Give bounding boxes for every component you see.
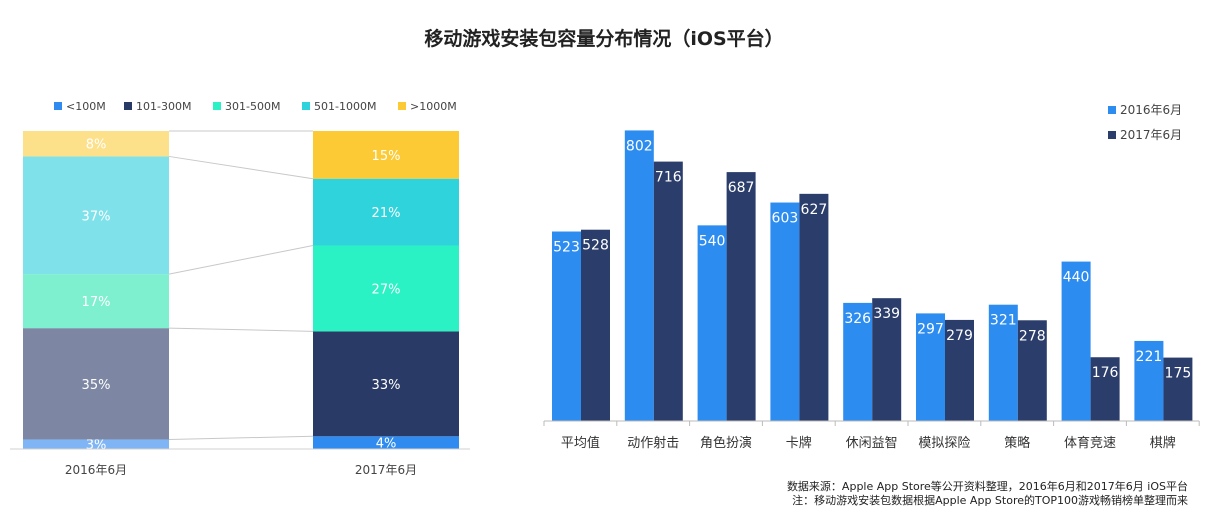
- stacked-bar-segment: [23, 156, 169, 275]
- legend-swatch: [124, 102, 132, 110]
- bar: [653, 161, 683, 421]
- legend-swatch: [1108, 131, 1116, 139]
- bar: [1134, 340, 1164, 421]
- x-tick-label: 平均值: [561, 435, 600, 451]
- segment-label: 33%: [372, 378, 401, 393]
- bar: [872, 298, 902, 421]
- x-tick-label: 角色扮演: [700, 435, 752, 451]
- bar-value-label: 627: [801, 202, 828, 218]
- stacked-bar-segment: [313, 245, 459, 332]
- legend-swatch: [213, 102, 221, 110]
- bar: [552, 231, 581, 421]
- bar-value-label: 540: [699, 233, 726, 249]
- bar: [726, 172, 756, 421]
- connector-line: [168, 435, 314, 440]
- bar: [697, 225, 727, 421]
- bar-value-label: 716: [655, 170, 682, 186]
- page-title: 移动游戏安装包容量分布情况（iOS平台）: [424, 28, 784, 50]
- bar-value-label: 321: [990, 313, 1017, 329]
- bar-value-label: 687: [728, 180, 755, 196]
- bar-value-label: 603: [772, 211, 799, 227]
- stacked-bar-segment: [23, 274, 169, 329]
- stacked-bar-segment: [23, 328, 169, 440]
- x-tick-label: 动作射击: [627, 435, 679, 451]
- bar: [945, 319, 974, 421]
- segment-label: 8%: [86, 138, 107, 153]
- legend-label: 301-500M: [225, 100, 280, 113]
- segment-label: 37%: [82, 209, 111, 224]
- x-tick-label: 策略: [1004, 435, 1030, 451]
- stacked-bar-segment: [313, 131, 459, 179]
- bar-value-label: 176: [1092, 365, 1119, 381]
- bar-value-label: 523: [553, 240, 580, 256]
- connector-line: [168, 327, 314, 332]
- bar: [916, 313, 945, 421]
- bar-value-label: 221: [1136, 349, 1163, 365]
- data-note: 注：移动游戏安装包数据根据Apple App Store的TOP100游戏畅销榜…: [792, 494, 1188, 507]
- bar-value-label: 326: [844, 311, 871, 327]
- x-tick-label: 卡牌: [786, 435, 812, 451]
- legend-label: >1000M: [410, 100, 457, 113]
- bar: [770, 202, 800, 421]
- legend-label: 2016年6月: [1120, 103, 1182, 117]
- stacked-bar-segment: [23, 439, 169, 449]
- bar-value-label: 440: [1063, 270, 1090, 286]
- bar-value-label: 278: [1019, 328, 1046, 344]
- segment-label: 3%: [86, 438, 107, 453]
- bar: [843, 302, 873, 421]
- x-tick-label: 2016年6月: [65, 463, 127, 477]
- x-tick-label: 休闲益智: [846, 436, 898, 451]
- segment-label: 27%: [372, 282, 401, 297]
- stacked-bar-segment: [23, 131, 169, 157]
- segment-label: 35%: [82, 378, 111, 393]
- bar: [1061, 261, 1091, 421]
- x-tick-label: 棋牌: [1150, 435, 1176, 451]
- bar: [1090, 357, 1120, 421]
- segment-label: 4%: [376, 437, 397, 452]
- bar: [1017, 320, 1047, 421]
- legend-label: <100M: [66, 100, 106, 113]
- segment-label: 15%: [372, 149, 401, 164]
- legend-swatch: [54, 102, 62, 110]
- connector-line: [168, 155, 314, 180]
- bar-value-label: 528: [582, 238, 609, 254]
- legend-swatch: [1108, 106, 1116, 114]
- source-note: 数据来源：Apple App Store等公开资料整理，2016年6月和2017…: [786, 480, 1188, 493]
- bar: [799, 193, 829, 421]
- bar: [624, 130, 654, 421]
- stacked-bar-segment: [313, 178, 459, 246]
- legend-label: 101-300M: [136, 100, 191, 113]
- segment-label: 17%: [82, 295, 111, 310]
- x-tick-label: 体育竞速: [1064, 435, 1116, 451]
- stacked-bar-segment: [313, 436, 459, 449]
- x-tick-label: 2017年6月: [355, 463, 417, 477]
- segment-label: 21%: [372, 206, 401, 221]
- x-tick-label: 模拟探险: [918, 436, 970, 451]
- legend-label: 2017年6月: [1120, 128, 1182, 142]
- bar-value-label: 175: [1165, 366, 1192, 382]
- bar-value-label: 279: [946, 328, 973, 344]
- legend-label: 501-1000M: [314, 100, 376, 113]
- bar-value-label: 802: [626, 138, 653, 154]
- footnote: 数据来源：Apple App Store等公开资料整理，2016年6月和2017…: [787, 480, 1188, 508]
- bar-value-label: 297: [917, 321, 944, 337]
- legend-swatch: [398, 102, 406, 110]
- bar-value-label: 339: [873, 306, 900, 322]
- bar: [581, 229, 610, 421]
- bar: [988, 304, 1018, 421]
- connector-line: [168, 244, 314, 275]
- bar: [1163, 357, 1193, 421]
- stacked-bar-segment: [313, 331, 459, 437]
- legend-swatch: [302, 102, 310, 110]
